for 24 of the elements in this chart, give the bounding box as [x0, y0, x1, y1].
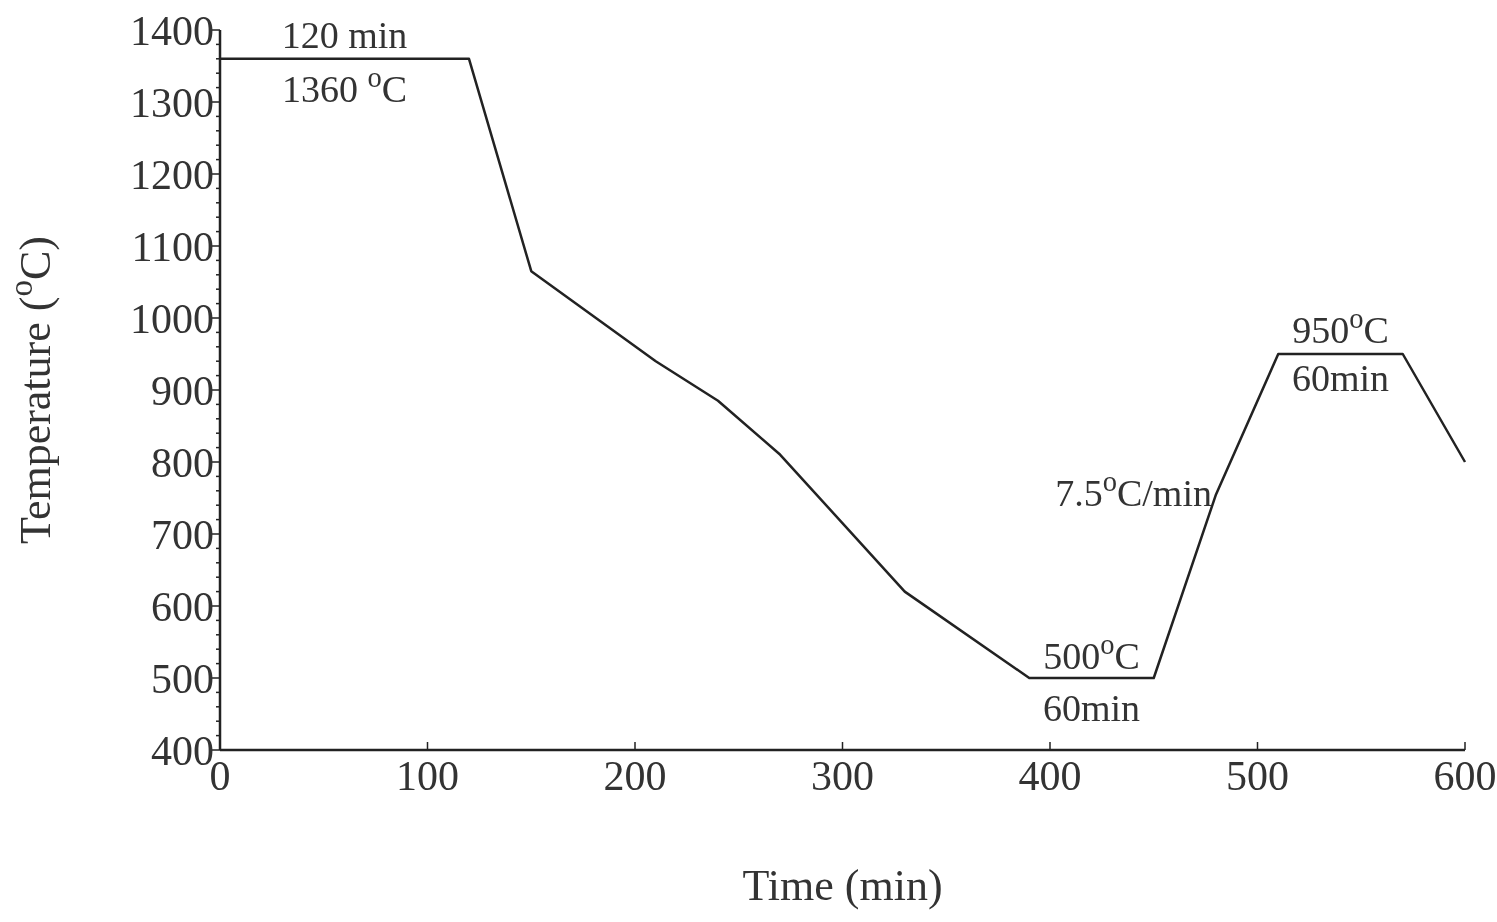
x-tick-label: 100: [396, 753, 459, 799]
annotation: 950$^{o}$C: [1292, 302, 1389, 352]
annotation: 60min: [1042, 687, 1141, 730]
y-tick-label: 1200: [130, 151, 214, 198]
y-tick-label: 600: [151, 583, 214, 630]
y-tick-label: 900: [151, 367, 214, 414]
y-tick-label: 1300: [130, 79, 214, 126]
y-tick-label: 500: [151, 655, 214, 702]
x-tick-label: 400: [1018, 753, 1082, 799]
annotation: 120 min: [281, 14, 408, 57]
x-axis-title: Time (min): [742, 861, 943, 910]
annotation: 500$^{o}$C: [1043, 628, 1140, 678]
y-tick-label: 800: [151, 439, 214, 486]
y-tick-label: 1400: [130, 7, 214, 54]
annotation: 1360 $^{o}$C: [281, 61, 408, 111]
x-tick-label: 300: [811, 753, 874, 799]
annotation: 60min: [1291, 357, 1390, 400]
x-tick-label: 200: [603, 753, 667, 799]
annotation: 7.5$^{o}$C/min: [1055, 465, 1212, 514]
y-tick-label: 1000: [130, 295, 214, 342]
x-tick-label: 500: [1226, 753, 1289, 799]
y-tick-label: 1100: [131, 223, 214, 270]
x-tick-label: 600: [1433, 753, 1497, 799]
y-tick-label: 700: [151, 511, 214, 558]
